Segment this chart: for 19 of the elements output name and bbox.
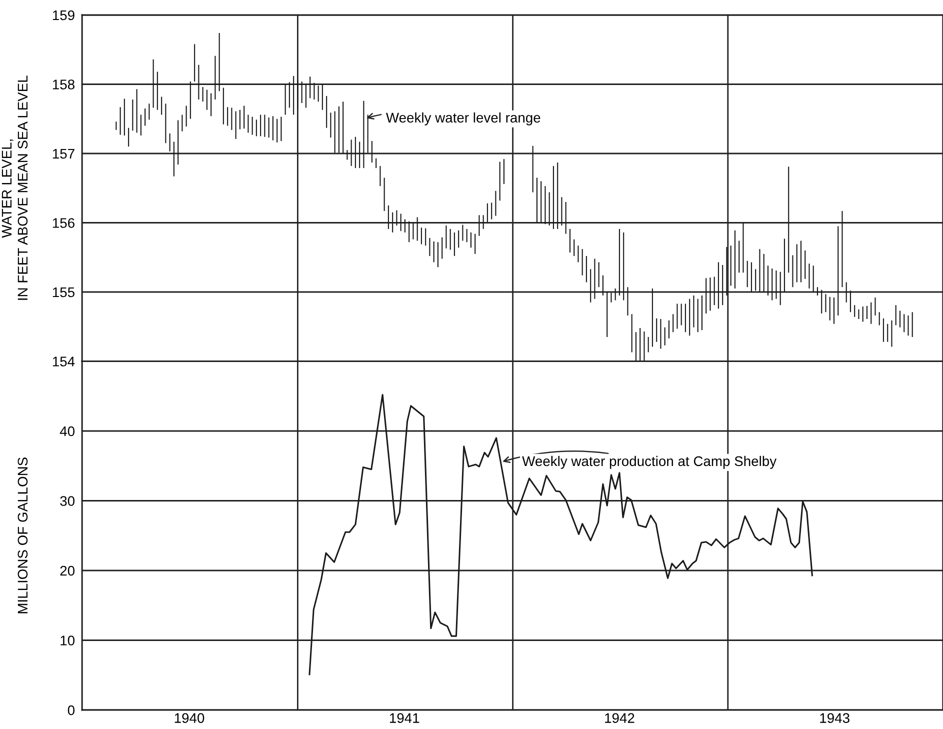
y-tick-label: 158 <box>52 80 74 90</box>
y-axis-title: WATER LEVEL, IN FEET ABOVE MEAN SEA LEVEL <box>2 76 28 300</box>
y-tick-label: 155 <box>52 287 74 298</box>
annotation: Weekly water level range <box>386 112 540 126</box>
y-tick-label: 30 <box>60 496 75 506</box>
y-tick-label: 159 <box>52 10 74 20</box>
y-tick-label: 40 <box>60 426 75 436</box>
y-tick-label: 154 <box>52 356 75 366</box>
x-tick-label: 1943 <box>820 713 850 723</box>
y-tick-label: 157 <box>52 148 74 159</box>
y-axis-title: MILLIONS OF GALLONS <box>18 458 28 614</box>
x-tick-label: 1941 <box>390 713 420 723</box>
y-tick-label: 20 <box>60 566 75 576</box>
y-tick-label: 156 <box>52 218 74 228</box>
annotation: Weekly water production at Camp Shelby <box>522 456 777 469</box>
x-tick-label: 1940 <box>174 713 204 723</box>
y-tick-label: 10 <box>60 636 75 646</box>
x-tick-label: 1942 <box>605 713 634 723</box>
y-tick-label: 0 <box>68 705 75 716</box>
